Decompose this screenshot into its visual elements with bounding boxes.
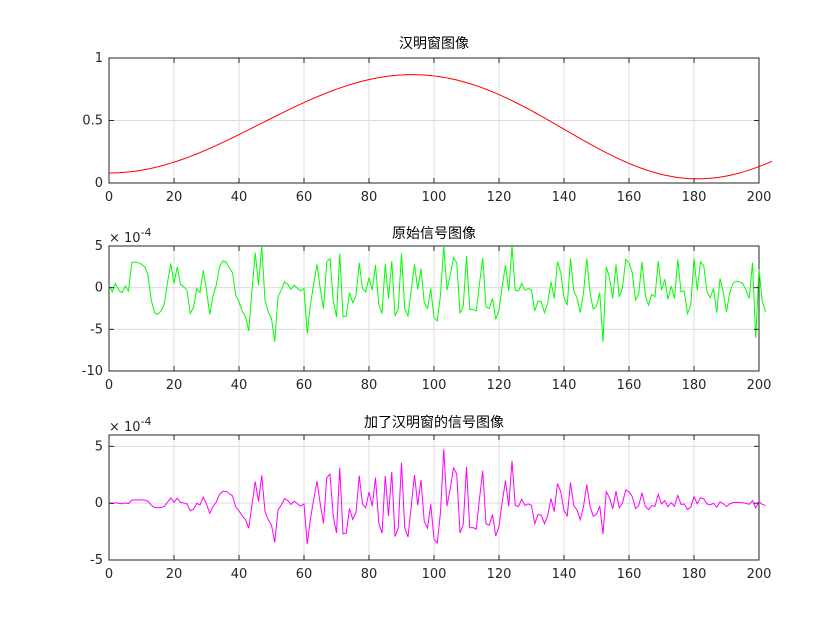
x-tick-label: 40 — [231, 190, 248, 205]
x-tick-label: 40 — [231, 567, 248, 582]
subplot-2-line — [108, 245, 766, 342]
y-tick-label: -5 — [90, 553, 103, 568]
x-tick-label: 200 — [747, 378, 772, 393]
x-tick-label: 100 — [422, 378, 447, 393]
x-tick-label: 200 — [747, 567, 772, 582]
x-tick-label: 120 — [487, 190, 512, 205]
y-tick-label: 0 — [95, 281, 103, 296]
subplot-2-y-axis: -10 -5 0 5 — [82, 239, 759, 379]
y-tick-label: 1 — [95, 51, 103, 66]
y-tick-label: -5 — [90, 322, 103, 337]
x-tick-label: 80 — [361, 190, 378, 205]
subplot-1-title: 汉明窗图像 — [399, 35, 469, 52]
subplot-1-x-axis: 0 20 40 60 80 100 120 140 160 180 200 — [105, 58, 772, 205]
x-tick-label: 180 — [682, 567, 707, 582]
x-tick-label: 40 — [231, 378, 248, 393]
x-tick-label: 140 — [552, 190, 577, 205]
x-tick-label: 0 — [105, 190, 113, 205]
subplot-2-title: 原始信号图像 — [392, 226, 476, 242]
x-tick-label: 160 — [617, 190, 642, 205]
x-tick-label: 60 — [296, 190, 313, 205]
y-tick-label: 5 — [95, 439, 103, 454]
x-tick-label: 20 — [166, 190, 183, 205]
x-tick-label: 160 — [617, 378, 642, 393]
subplot-2-grid — [109, 246, 759, 371]
subplot-3-exponent: × 10-4 — [109, 415, 152, 435]
x-tick-label: 60 — [296, 567, 313, 582]
x-tick-label: 80 — [361, 378, 378, 393]
subplot-3-title: 加了汉明窗的信号图像 — [364, 414, 504, 431]
x-tick-label: 0 — [105, 378, 113, 393]
x-tick-label: 180 — [682, 378, 707, 393]
y-tick-label: -10 — [82, 364, 103, 379]
x-tick-label: 120 — [487, 378, 512, 393]
subplot-1-grid — [109, 58, 759, 183]
x-tick-label: 160 — [617, 567, 642, 582]
subplot-3-y-axis: -5 0 5 — [90, 439, 759, 568]
subplot-2-exponent: × 10-4 — [109, 226, 152, 246]
subplot-1-line — [108, 74, 773, 180]
x-tick-label: 140 — [552, 378, 577, 393]
x-tick-label: 0 — [105, 567, 113, 582]
subplot-original-signal: 原始信号图像 × 10-4 0 20 40 60 80 100 120 140 160 180 20… — [82, 226, 772, 393]
subplot-windowed-signal: 加了汉明窗的信号图像 × 10-4 0 20 40 60 80 100 120 140 160 1… — [90, 414, 771, 582]
x-tick-label: 200 — [747, 190, 772, 205]
y-tick-label: 5 — [95, 239, 103, 254]
y-tick-label: 0 — [95, 176, 103, 191]
subplot-3-grid — [109, 435, 759, 560]
x-tick-label: 140 — [552, 567, 577, 582]
x-tick-label: 80 — [361, 567, 378, 582]
x-tick-label: 100 — [422, 567, 447, 582]
subplot-hamming-window: 汉明窗图像 0 20 40 60 80 100 120 140 160 180 200 00.51 — [82, 35, 773, 205]
x-tick-label: 180 — [682, 190, 707, 205]
subplot-1-y-axis: 00.51 — [82, 51, 759, 191]
x-tick-label: 20 — [166, 567, 183, 582]
subplot-2-x-axis: 0 20 40 60 80 100 120 140 160 180 200 — [105, 246, 772, 393]
subplot-3-x-axis: 0 20 40 60 80 100 120 140 160 180 200 — [105, 435, 772, 582]
y-tick-label: 0.5 — [82, 114, 103, 129]
x-tick-label: 20 — [166, 378, 183, 393]
x-tick-label: 120 — [487, 567, 512, 582]
y-tick-label: 0 — [95, 496, 103, 511]
subplot-3-line — [108, 449, 766, 545]
x-tick-label: 60 — [296, 378, 313, 393]
x-tick-label: 100 — [422, 190, 447, 205]
